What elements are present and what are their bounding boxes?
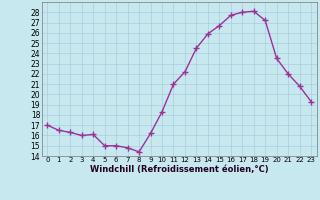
X-axis label: Windchill (Refroidissement éolien,°C): Windchill (Refroidissement éolien,°C): [90, 165, 268, 174]
